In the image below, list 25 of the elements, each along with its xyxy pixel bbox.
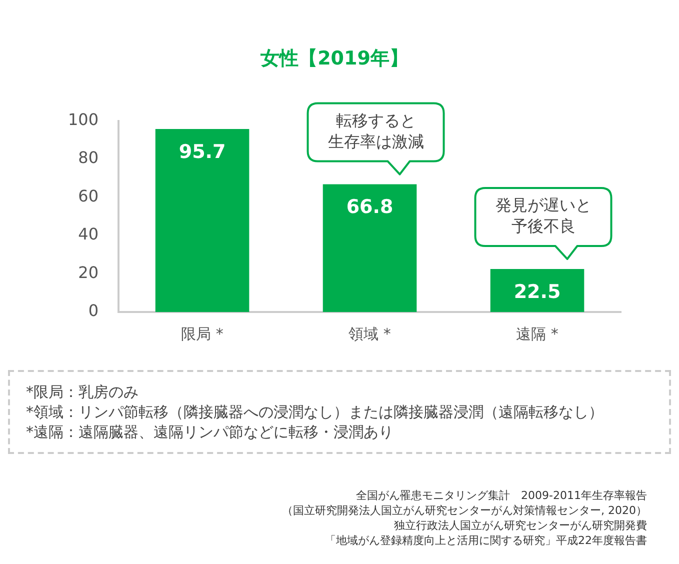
y-tick-label: 40 — [78, 224, 99, 244]
text: （国立研究開発法人国立がん研究センターがん対策情報センター, 2020） — [281, 503, 647, 518]
annotation: 転移すると生存率は激減 — [328, 110, 424, 151]
text: *領域：リンパ節転移（隣接臓器への浸潤なし）または隣接臓器浸潤（遠隔転移なし） — [26, 402, 604, 422]
text: 独立行政法人国立がん研究センターがん研究開発費 — [393, 518, 647, 533]
data-label: 95.7 — [178, 140, 226, 163]
x-tick-label: 領域 * — [348, 324, 392, 343]
y-tick-label: 60 — [78, 186, 99, 206]
x-tick-label: 限局 * — [181, 324, 224, 343]
text: 「地域がん登録精度向上と活用に関する研究」平成22年度報告書 — [324, 533, 647, 548]
data-label: 22.5 — [514, 280, 561, 303]
data-label: 66.8 — [346, 196, 394, 218]
y-tick-label: 20 — [78, 262, 99, 282]
text: 全国がん罹患モニタリング集計 2009-2011年生存率報告 — [355, 488, 647, 503]
bar — [155, 129, 250, 312]
text: *限局：乳房のみ — [26, 382, 140, 402]
bar — [322, 184, 417, 312]
y-tick-label: 80 — [78, 148, 99, 168]
annotation: 発見が遅いと予後不良 — [495, 196, 592, 236]
y-tick-label: 0 — [88, 301, 99, 320]
bar — [490, 268, 584, 312]
chart-title: 女性【2019年】 — [260, 47, 408, 70]
x-tick-label: 遠隔 * — [516, 324, 559, 343]
text: *遠隔：遠隔臓器、遠隔リンパ節などに転移・浸潤あり — [26, 422, 394, 442]
y-tick-label: 100 — [68, 110, 99, 129]
